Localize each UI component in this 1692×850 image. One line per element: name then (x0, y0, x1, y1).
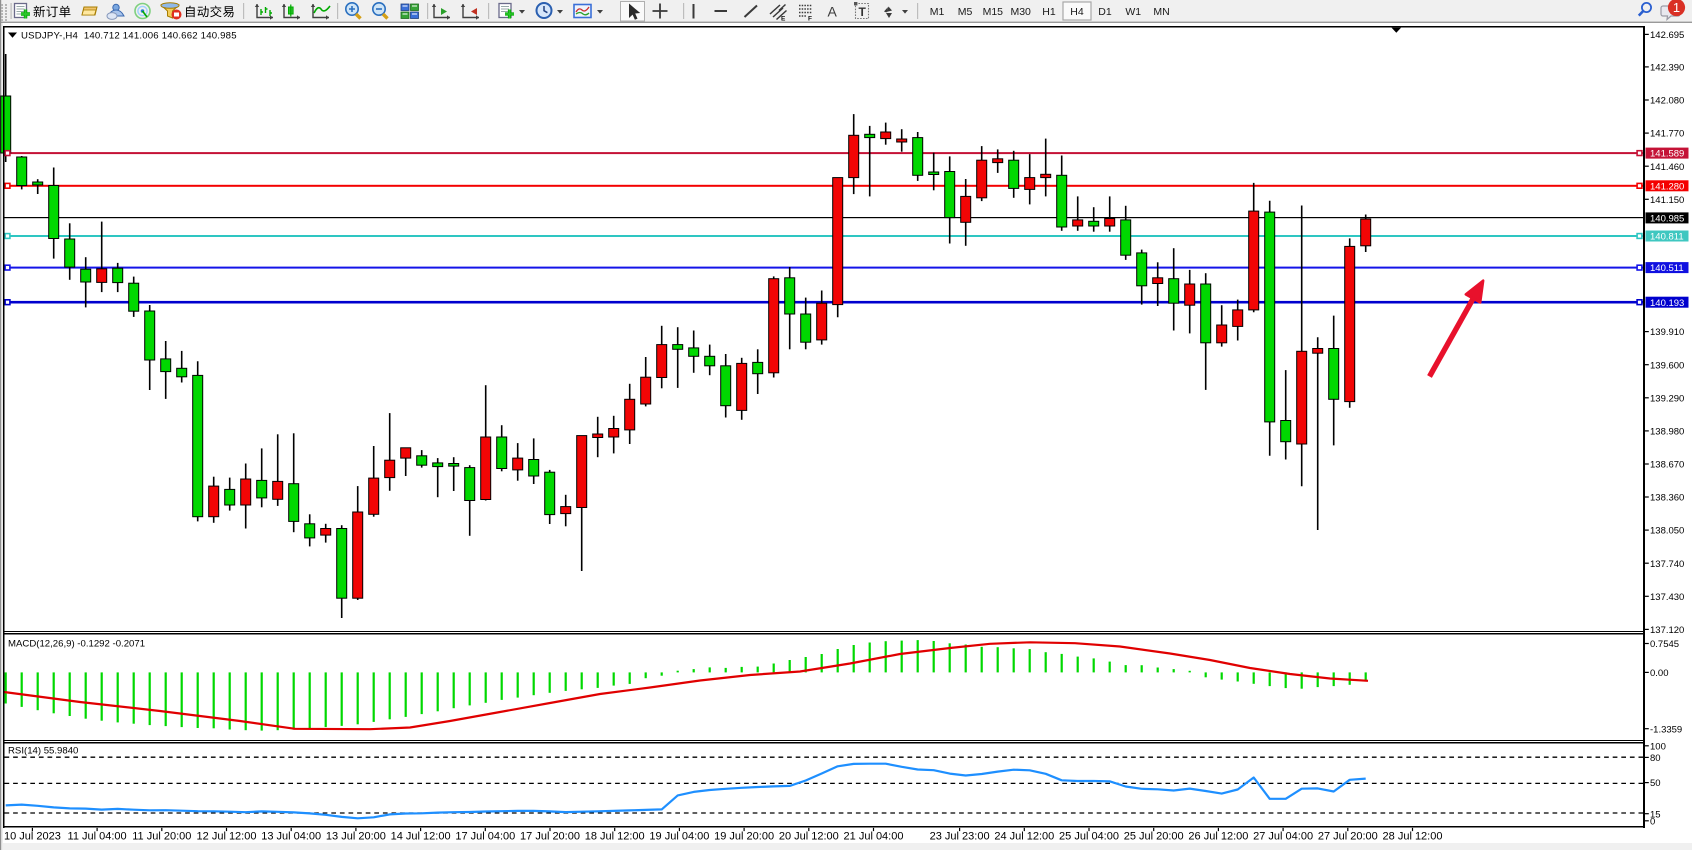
svg-text:F: F (808, 16, 812, 23)
svg-text:14 Jul 12:00: 14 Jul 12:00 (391, 831, 451, 843)
svg-text:137.120: 137.120 (1650, 625, 1684, 636)
svg-text:11 Jul 04:00: 11 Jul 04:00 (68, 831, 127, 843)
svg-text:141.460: 141.460 (1650, 162, 1684, 173)
svg-text:139.910: 139.910 (1650, 327, 1684, 338)
svg-text:50: 50 (1650, 778, 1661, 789)
svg-text:18 Jul 12:00: 18 Jul 12:00 (585, 831, 645, 843)
svg-text:140.511: 140.511 (1650, 263, 1684, 274)
svg-text:H4: H4 (1070, 6, 1084, 18)
svg-text:USDJPY-,H4 140.712 141.006 14: USDJPY-,H4 140.712 141.006 140.662 140.9… (21, 31, 237, 42)
svg-text:140.811: 140.811 (1650, 232, 1684, 243)
svg-text:H1: H1 (1042, 6, 1056, 18)
svg-text:26 Jul 12:00: 26 Jul 12:00 (1188, 831, 1248, 843)
svg-text:138.670: 138.670 (1650, 460, 1684, 471)
svg-text:24 Jul 12:00: 24 Jul 12:00 (994, 831, 1054, 843)
svg-text:MACD(12,26,9) -0.1292 -0.2071: MACD(12,26,9) -0.1292 -0.2071 (8, 639, 145, 650)
svg-text:138.050: 138.050 (1650, 526, 1684, 537)
svg-text:139.290: 139.290 (1650, 393, 1684, 404)
svg-text:A: A (828, 4, 838, 20)
svg-text:142.080: 142.080 (1650, 96, 1684, 107)
svg-text:17 Jul 04:00: 17 Jul 04:00 (455, 831, 515, 843)
svg-text:140.193: 140.193 (1650, 298, 1684, 309)
svg-text:E: E (781, 16, 786, 23)
svg-text:141.150: 141.150 (1650, 195, 1684, 206)
svg-text:80: 80 (1650, 753, 1661, 764)
svg-text:M30: M30 (1010, 6, 1031, 18)
svg-text:137.740: 137.740 (1650, 559, 1684, 570)
svg-text:142.695: 142.695 (1650, 30, 1684, 41)
svg-text:138.980: 138.980 (1650, 427, 1684, 438)
svg-text:20 Jul 12:00: 20 Jul 12:00 (779, 831, 839, 843)
svg-text:25 Jul 20:00: 25 Jul 20:00 (1124, 831, 1184, 843)
svg-text:11 Jul 20:00: 11 Jul 20:00 (132, 831, 191, 843)
svg-text:RSI(14) 55.9840: RSI(14) 55.9840 (8, 746, 78, 757)
svg-text:27 Jul 04:00: 27 Jul 04:00 (1253, 831, 1313, 843)
svg-text:139.600: 139.600 (1650, 360, 1684, 371)
svg-text:MN: MN (1153, 6, 1169, 18)
svg-text:28 Jul 12:00: 28 Jul 12:00 (1383, 831, 1443, 843)
svg-text:12 Jul 12:00: 12 Jul 12:00 (197, 831, 257, 843)
svg-text:141.770: 141.770 (1650, 129, 1684, 140)
svg-text:15: 15 (1650, 809, 1661, 820)
svg-text:1: 1 (1673, 0, 1680, 15)
svg-text:0: 0 (1650, 816, 1655, 827)
svg-text:D1: D1 (1098, 6, 1112, 18)
svg-text:-1.3359: -1.3359 (1650, 724, 1682, 735)
svg-text:19 Jul 04:00: 19 Jul 04:00 (649, 831, 709, 843)
svg-text:W1: W1 (1125, 6, 1141, 18)
svg-text:M5: M5 (958, 6, 973, 18)
svg-text:141.280: 141.280 (1650, 181, 1684, 192)
svg-text:M15: M15 (983, 6, 1004, 18)
svg-text:138.360: 138.360 (1650, 493, 1684, 504)
svg-text:27 Jul 20:00: 27 Jul 20:00 (1318, 831, 1378, 843)
svg-text:13 Jul 04:00: 13 Jul 04:00 (261, 831, 321, 843)
svg-text:140.985: 140.985 (1650, 214, 1684, 225)
svg-text:10 Jul 2023: 10 Jul 2023 (4, 831, 61, 843)
svg-text:T: T (859, 5, 867, 19)
svg-text:100: 100 (1650, 741, 1666, 752)
svg-text:142.390: 142.390 (1650, 63, 1684, 74)
svg-text:M1: M1 (930, 6, 945, 18)
svg-text:17 Jul 20:00: 17 Jul 20:00 (520, 831, 580, 843)
svg-text:25 Jul 04:00: 25 Jul 04:00 (1059, 831, 1119, 843)
svg-text:141.589: 141.589 (1650, 149, 1684, 160)
svg-text:19 Jul 20:00: 19 Jul 20:00 (714, 831, 774, 843)
svg-text:23 Jul 23:00: 23 Jul 23:00 (930, 831, 990, 843)
svg-text:137.430: 137.430 (1650, 592, 1684, 603)
svg-text:0.00: 0.00 (1650, 668, 1669, 679)
svg-text:21 Jul 04:00: 21 Jul 04:00 (844, 831, 904, 843)
svg-text:13 Jul 20:00: 13 Jul 20:00 (326, 831, 386, 843)
svg-text:0.7545: 0.7545 (1650, 639, 1679, 650)
